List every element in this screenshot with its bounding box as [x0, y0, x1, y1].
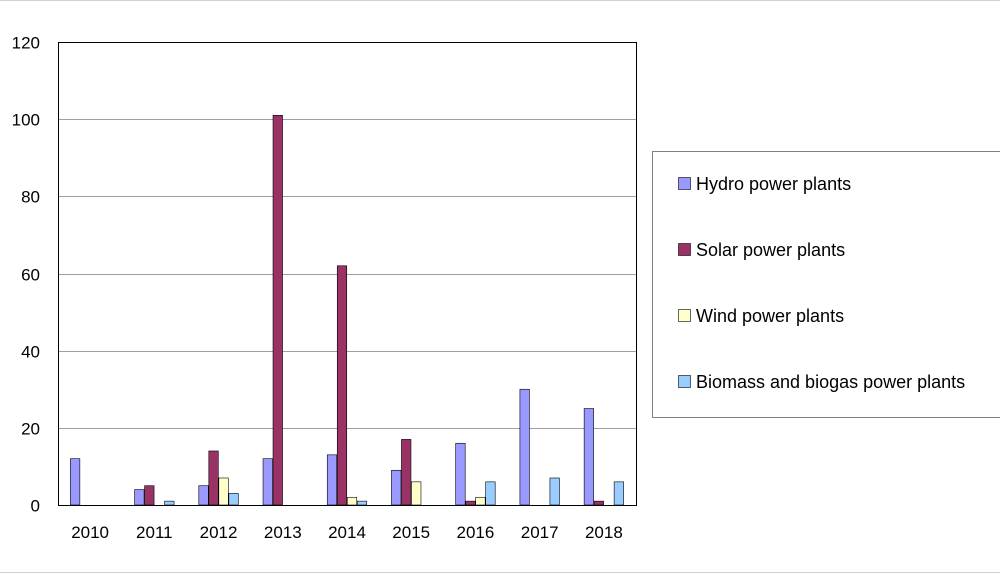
bar-hydro-power-plants-2015 [391, 469, 402, 506]
bar-wind-power-plants-2014 [346, 496, 358, 506]
y-tick-label: 60 [21, 266, 40, 285]
x-tick-label: 2016 [457, 523, 495, 542]
bar-biomass-and-biogas-power-plants-2014 [356, 500, 368, 506]
x-tick-label: 2011 [136, 523, 173, 542]
bar-hydro-power-plants-2018 [583, 408, 594, 506]
bar-solar-power-plants-2018 [593, 500, 604, 506]
bar-wind-power-plants-2016 [475, 496, 486, 506]
x-tick-label: 2017 [521, 523, 559, 542]
bar-biomass-and-biogas-power-plants-2018 [613, 481, 624, 506]
bar-solar-power-plants-2014 [336, 265, 348, 506]
bar-biomass-and-biogas-power-plants-2017 [549, 477, 560, 506]
legend-label-solar-power-plants: Solar power plants [696, 240, 845, 260]
y-tick-label: 120 [12, 34, 40, 53]
y-tick-label: 0 [31, 497, 40, 516]
legend-swatch-solar-power-plants [678, 243, 691, 256]
legend-swatch-hydro-power-plants [678, 177, 691, 190]
bar-hydro-power-plants-2010 [70, 458, 81, 506]
bar-solar-power-plants-2016 [465, 500, 476, 506]
x-tick-label: 2018 [585, 523, 623, 542]
bar-solar-power-plants-2011 [144, 485, 155, 506]
bar-solar-power-plants-2015 [401, 439, 412, 506]
bar-biomass-and-biogas-power-plants-2011 [164, 500, 175, 506]
bar-hydro-power-plants-2012 [198, 485, 209, 506]
legend-label-wind-power-plants: Wind power plants [696, 306, 844, 326]
bar-wind-power-plants-2015 [411, 481, 422, 506]
x-tick-label: 2012 [200, 523, 238, 542]
bar-solar-power-plants-2012 [208, 450, 219, 506]
bar-solar-power-plants-2013 [272, 115, 283, 506]
y-axis-ticks: 0 20 40 60 80 100 120 [12, 34, 40, 516]
y-tick-label: 40 [21, 343, 40, 362]
bar-biomass-and-biogas-power-plants-2016 [485, 481, 496, 506]
legend-swatch-biomass-and-biogas-power-plants [678, 375, 691, 388]
legend-box [652, 151, 1000, 418]
legend-swatch-wind-power-plants [678, 309, 691, 322]
y-tick-label: 20 [21, 420, 40, 439]
bar-biomass-and-biogas-power-plants-2012 [228, 493, 239, 506]
bar-hydro-power-plants-2013 [262, 458, 273, 506]
bar-hydro-power-plants-2016 [455, 442, 466, 506]
bar-hydro-power-plants-2011 [134, 489, 145, 506]
x-axis-ticks: 2010 2011 2012 2013 2014 2015 2016 2017 2018 [71, 523, 623, 542]
bars [70, 115, 624, 506]
x-tick-label: 2015 [392, 523, 430, 542]
x-tick-label: 2013 [264, 523, 302, 542]
bar-hydro-power-plants-2017 [519, 388, 530, 506]
legend-label-hydro-power-plants: Hydro power plants [696, 174, 851, 194]
x-tick-label: 2014 [328, 523, 366, 542]
legend-label-biomass-and-biogas-power-plants: Biomass and biogas power plants [696, 372, 965, 392]
plot-area-frame [58, 42, 637, 506]
y-tick-label: 80 [21, 188, 40, 207]
x-tick-label: 2010 [71, 523, 109, 542]
bar-hydro-power-plants-2014 [326, 454, 338, 506]
bar-wind-power-plants-2012 [218, 477, 229, 506]
y-tick-label: 100 [12, 111, 40, 130]
legend: Hydro power plants Solar power plants Wind… [652, 151, 1000, 418]
